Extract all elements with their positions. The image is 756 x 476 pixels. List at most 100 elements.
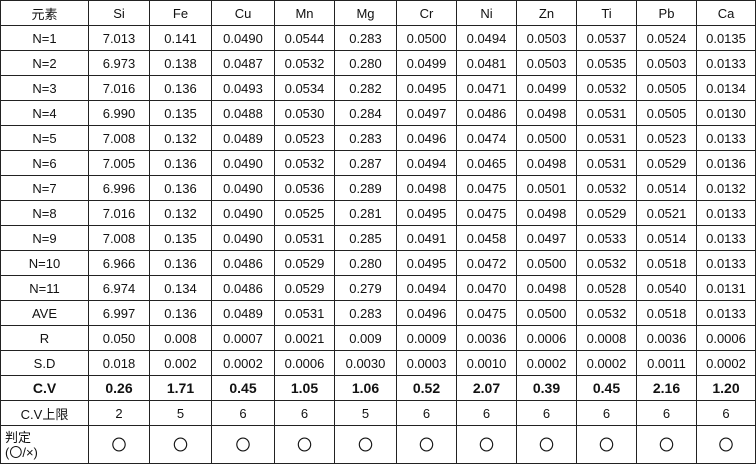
value-cell: 0.0500: [396, 25, 457, 51]
value-cell: 1.06: [334, 375, 397, 401]
value-cell: 0.0133: [696, 50, 756, 76]
value-cell: 0.0495: [396, 75, 457, 101]
value-cell: 0.0498: [516, 100, 577, 126]
value-cell: 0.136: [149, 300, 212, 326]
row-label: N=10: [0, 250, 89, 276]
value-cell: 0.050: [88, 325, 150, 351]
value-cell: 0.0486: [456, 100, 517, 126]
value-cell: 0.0490: [211, 25, 275, 51]
value-cell: 0.136: [149, 150, 212, 176]
value-cell: 6.974: [88, 275, 150, 301]
value-cell: 0.26: [88, 375, 150, 401]
value-cell: 6: [456, 400, 517, 426]
table-row: 判定 (〇/×) 〇〇〇〇〇〇〇〇〇〇〇: [0, 425, 756, 464]
value-cell: 0.0529: [274, 275, 335, 301]
value-cell: 1.71: [149, 375, 212, 401]
value-cell: 0.0002: [696, 350, 756, 376]
table-body: N=1 7.013 0.141 0.0490 0.0544 0.283 0.0500 0.04…: [0, 25, 756, 464]
table-row: C.V上限 2 5 6 6 5 6 6 6 6 6 6: [0, 400, 756, 426]
value-cell: 6.966: [88, 250, 150, 276]
header-mn: Mn: [274, 0, 335, 26]
value-cell: 7.013: [88, 25, 150, 51]
value-cell: 0.0474: [456, 125, 517, 151]
value-cell: 0.284: [334, 100, 397, 126]
value-cell: 0.134: [149, 275, 212, 301]
value-cell: 0.018: [88, 350, 150, 376]
value-cell: 0.0532: [576, 75, 637, 101]
value-cell: 0.141: [149, 25, 212, 51]
value-cell: 0.0531: [274, 300, 335, 326]
value-cell: 0.0002: [211, 350, 275, 376]
value-cell: 0.280: [334, 250, 397, 276]
value-cell: 0.0514: [636, 175, 697, 201]
value-cell: 6: [274, 400, 335, 426]
value-cell: 6.997: [88, 300, 150, 326]
value-cell: 0.0521: [636, 200, 697, 226]
value-cell: 7.005: [88, 150, 150, 176]
value-cell: 0.0528: [576, 275, 637, 301]
value-cell: 0.287: [334, 150, 397, 176]
header-ca: Ca: [696, 0, 756, 26]
value-cell: 0.282: [334, 75, 397, 101]
value-cell: 0.0133: [696, 250, 756, 276]
judgement-circle: 〇: [576, 425, 637, 464]
value-cell: 0.39: [516, 375, 577, 401]
row-label: N=1: [0, 25, 89, 51]
value-cell: 0.45: [576, 375, 637, 401]
value-cell: 0.0523: [636, 125, 697, 151]
value-cell: 0.132: [149, 200, 212, 226]
table-row: N=10 6.966 0.136 0.0486 0.0529 0.280 0.0495 0.0…: [0, 250, 756, 276]
value-cell: 0.136: [149, 75, 212, 101]
value-cell: 0.283: [334, 125, 397, 151]
value-cell: 0.0475: [456, 175, 517, 201]
value-cell: 0.0500: [516, 250, 577, 276]
row-label: N=4: [0, 100, 89, 126]
table-row: S.D 0.018 0.002 0.0002 0.0006 0.0030 0.0003 0.0…: [0, 350, 756, 376]
value-cell: 0.0496: [396, 125, 457, 151]
value-cell: 5: [149, 400, 212, 426]
header-cr: Cr: [396, 0, 457, 26]
value-cell: 1.20: [696, 375, 756, 401]
value-cell: 0.0136: [696, 150, 756, 176]
value-cell: 0.132: [149, 125, 212, 151]
value-cell: 0.0491: [396, 225, 457, 251]
value-cell: 0.135: [149, 100, 212, 126]
table-row: N=5 7.008 0.132 0.0489 0.0523 0.283 0.0496 0.04…: [0, 125, 756, 151]
value-cell: 0.0002: [576, 350, 637, 376]
value-cell: 0.0494: [456, 25, 517, 51]
value-cell: 0.0475: [456, 200, 517, 226]
value-cell: 0.0472: [456, 250, 517, 276]
value-cell: 0.0490: [211, 200, 275, 226]
value-cell: 0.0530: [274, 100, 335, 126]
value-cell: 0.283: [334, 300, 397, 326]
table-row: N=4 6.990 0.135 0.0488 0.0530 0.284 0.0497 0.04…: [0, 100, 756, 126]
table-row: N=2 6.973 0.138 0.0487 0.0532 0.280 0.0499 0.04…: [0, 50, 756, 76]
value-cell: 6: [516, 400, 577, 426]
row-label: R: [0, 325, 89, 351]
value-cell: 0.0514: [636, 225, 697, 251]
value-cell: 6.973: [88, 50, 150, 76]
value-cell: 7.016: [88, 200, 150, 226]
value-cell: 0.0505: [636, 100, 697, 126]
row-label: C.V上限: [0, 400, 89, 426]
value-cell: 0.0544: [274, 25, 335, 51]
value-cell: 0.0495: [396, 200, 457, 226]
value-cell: 6: [211, 400, 275, 426]
value-cell: 0.0529: [636, 150, 697, 176]
value-cell: 0.0133: [696, 200, 756, 226]
value-cell: 0.0475: [456, 300, 517, 326]
value-cell: 1.05: [274, 375, 335, 401]
value-cell: 0.0470: [456, 275, 517, 301]
value-cell: 0.0490: [211, 225, 275, 251]
row-label: N=5: [0, 125, 89, 151]
value-cell: 0.0471: [456, 75, 517, 101]
value-cell: 0.45: [211, 375, 275, 401]
value-cell: 0.0490: [211, 150, 275, 176]
value-cell: 0.0523: [274, 125, 335, 151]
table-row: N=6 7.005 0.136 0.0490 0.0532 0.287 0.0494 0.04…: [0, 150, 756, 176]
value-cell: 0.0500: [516, 300, 577, 326]
value-cell: 0.0130: [696, 100, 756, 126]
value-cell: 0.0531: [576, 150, 637, 176]
row-label: N=2: [0, 50, 89, 76]
row-label: AVE: [0, 300, 89, 326]
